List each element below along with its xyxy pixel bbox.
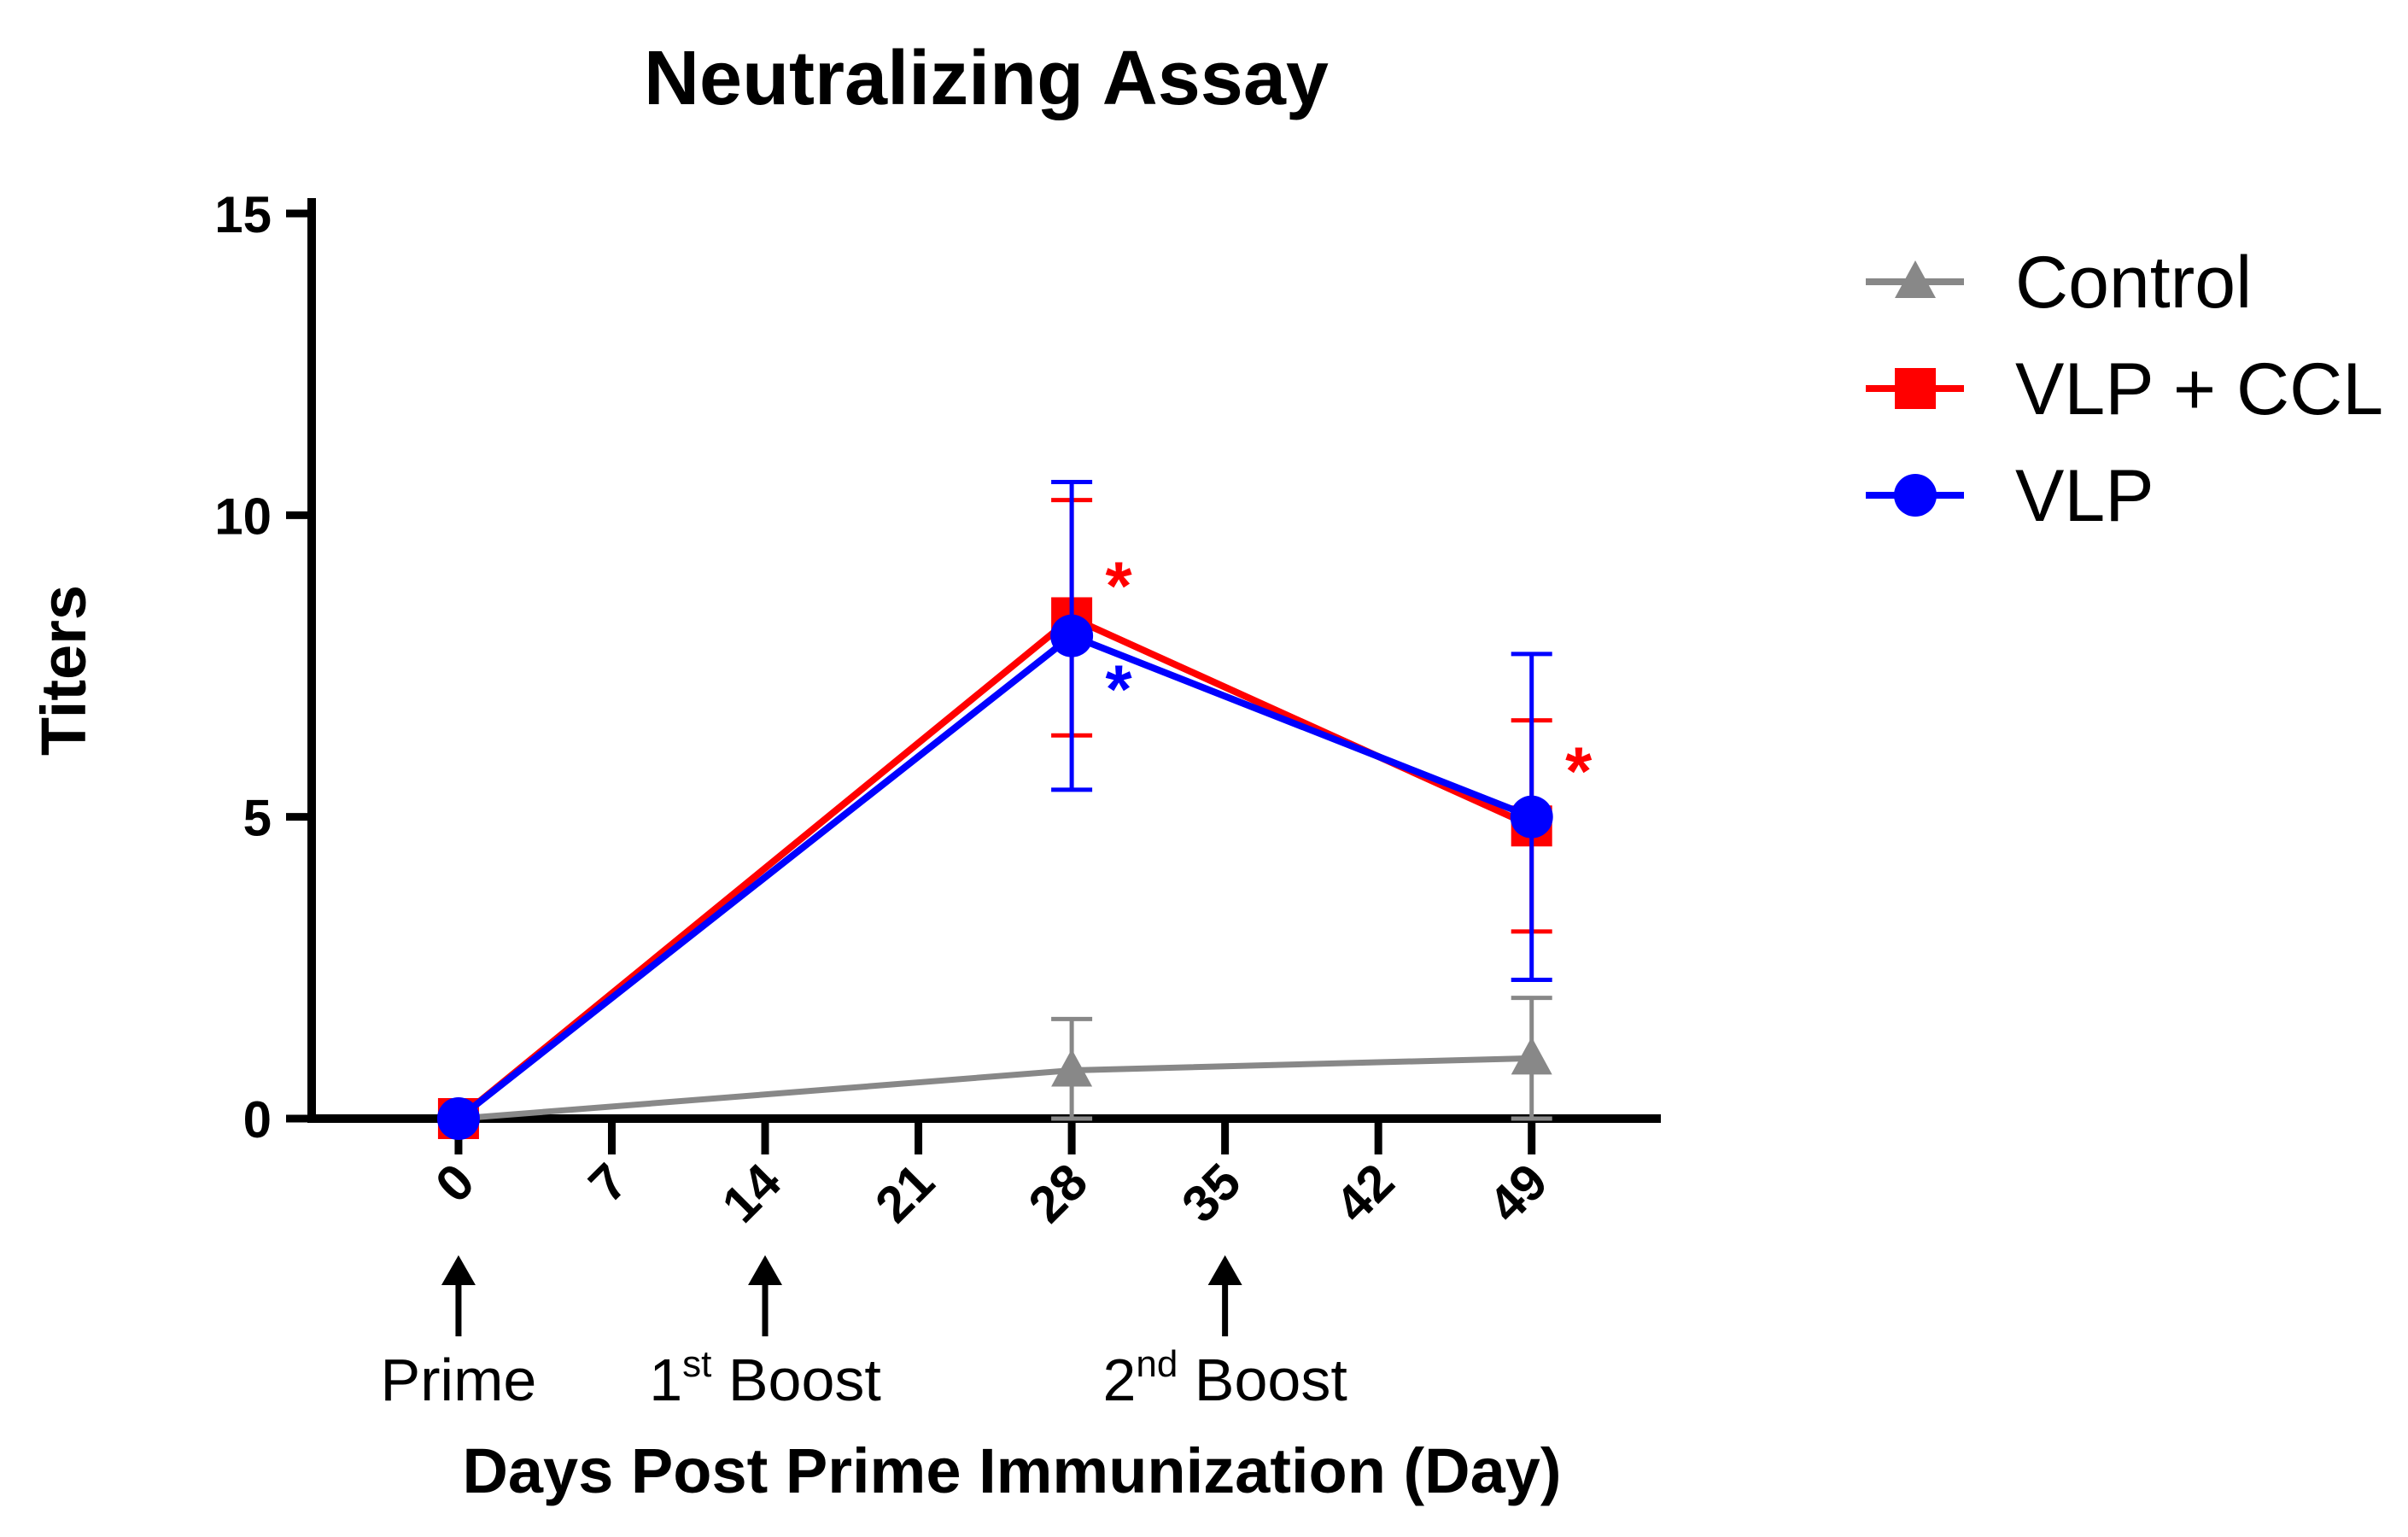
y-tick-label: 5 <box>243 790 272 847</box>
annotation-label: 1st Boost <box>649 1343 881 1413</box>
legend-item: Control <box>1866 242 2252 324</box>
significance-star: * <box>1106 652 1133 728</box>
significance-star: * <box>1565 733 1593 809</box>
data-point-square <box>1895 368 1936 409</box>
series-vlp <box>436 479 1553 1140</box>
series-control <box>437 996 1552 1135</box>
y-tick-label: 15 <box>214 186 272 243</box>
legend-item: VLP + CCL <box>1866 348 2383 430</box>
annotation-label: Prime <box>381 1347 537 1413</box>
data-point-triangle <box>1895 260 1936 298</box>
significance-star: * <box>1106 547 1133 623</box>
x-tick-label: 49 <box>1477 1153 1558 1234</box>
x-tick-label: 7 <box>578 1153 639 1213</box>
legend-label: VLP <box>2015 455 2154 537</box>
data-point-triangle <box>1051 1049 1093 1087</box>
annotation-label: 2nd Boost <box>1102 1343 1347 1413</box>
data-point-triangle <box>1511 1037 1552 1075</box>
data-point-circle <box>1510 795 1553 839</box>
plot-area: * * * <box>436 479 1593 1140</box>
legend-label: Control <box>2015 242 2252 324</box>
legend-label: VLP + CCL <box>2015 348 2383 430</box>
data-point-circle <box>1050 614 1094 657</box>
series-line <box>458 1055 1532 1122</box>
arrow-head <box>1207 1255 1242 1285</box>
x-axis-label: Days Post Prime Immunization (Day) <box>462 1435 1561 1506</box>
annotation-arrow-35: 2nd Boost <box>1102 1255 1347 1413</box>
series-vlp-ccl <box>437 498 1552 1139</box>
y-axis-label: Titers <box>28 585 99 756</box>
y-tick-label: 0 <box>243 1091 272 1148</box>
data-point-circle <box>436 1097 480 1140</box>
x-tick-label: 21 <box>864 1153 945 1234</box>
y-tick-label: 10 <box>214 488 272 545</box>
chart-title: Neutralizing Assay <box>644 36 1329 121</box>
x-tick-label: 35 <box>1171 1153 1252 1234</box>
x-tick-label: 0 <box>424 1153 485 1213</box>
series-line <box>456 632 1534 1122</box>
x-tick-label: 14 <box>711 1152 792 1233</box>
x-tick-label: 42 <box>1324 1153 1406 1234</box>
x-tick-label: 28 <box>1018 1153 1099 1234</box>
annotation-arrow-14: 1st Boost <box>649 1255 881 1413</box>
arrow-head <box>748 1255 783 1285</box>
immunization-annotations: Prime 1st Boost 2nd Boost <box>381 1255 1347 1413</box>
legend-item: VLP <box>1866 455 2154 537</box>
arrow-head <box>441 1255 476 1285</box>
data-point-circle <box>1894 474 1937 517</box>
annotation-arrow-0: Prime <box>381 1255 537 1413</box>
legend: Control VLP + CCL VLP <box>1866 242 2383 537</box>
axes: 0 5 10 15 0 7 14 21 28 35 42 49 <box>214 186 1661 1233</box>
